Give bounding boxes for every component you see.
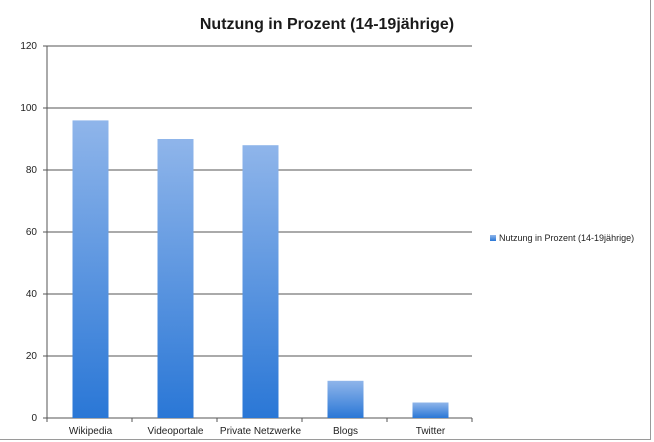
chart-title: Nutzung in Prozent (14-19jährige) bbox=[200, 16, 454, 33]
x-axis-ticks: Wikipedia Videoportale Private Netzwerke Bl… bbox=[46, 418, 473, 437]
legend-swatch bbox=[490, 235, 496, 241]
y-tick-label: 80 bbox=[26, 165, 38, 176]
bar-blogs bbox=[327, 380, 364, 418]
y-axis-ticks: 0 20 40 60 80 100 120 bbox=[20, 41, 37, 424]
bars bbox=[72, 120, 449, 419]
y-tick-label: 0 bbox=[31, 413, 37, 424]
y-tick-label: 40 bbox=[26, 289, 38, 300]
bar-wikipedia bbox=[72, 120, 109, 419]
x-tick-label: Wikipedia bbox=[69, 426, 113, 437]
y-tick-label: 20 bbox=[26, 351, 38, 362]
bar-private-netzwerke bbox=[242, 145, 279, 418]
x-tick-label: Private Netzwerke bbox=[220, 426, 302, 437]
bar-videoportale bbox=[157, 139, 194, 418]
y-tick-label: 120 bbox=[20, 41, 37, 52]
bar-twitter bbox=[412, 402, 449, 418]
x-tick-label: Twitter bbox=[416, 426, 446, 437]
y-tick-label: 100 bbox=[20, 103, 37, 114]
y-tick-label: 60 bbox=[26, 227, 38, 238]
legend: Nutzung in Prozent (14-19jährige) bbox=[490, 233, 634, 243]
x-tick-label: Blogs bbox=[333, 426, 358, 437]
x-tick-label: Videoportale bbox=[148, 426, 204, 437]
legend-label: Nutzung in Prozent (14-19jährige) bbox=[499, 233, 634, 243]
